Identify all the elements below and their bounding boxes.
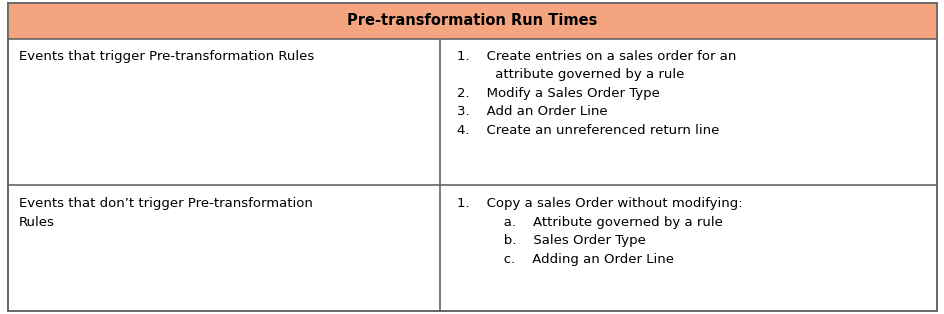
Text: Pre-transformation Run Times: Pre-transformation Run Times bbox=[347, 13, 597, 28]
Text: Events that don’t trigger Pre-transformation
Rules: Events that don’t trigger Pre-transforma… bbox=[19, 197, 312, 229]
Text: 1.    Copy a sales Order without modifying:
           a.    Attribute governed : 1. Copy a sales Order without modifying:… bbox=[457, 197, 742, 266]
Bar bbox=[8, 3, 936, 39]
Text: Events that trigger Pre-transformation Rules: Events that trigger Pre-transformation R… bbox=[19, 50, 313, 62]
Text: 1.    Create entries on a sales order for an
         attribute governed by a ru: 1. Create entries on a sales order for a… bbox=[457, 50, 735, 137]
